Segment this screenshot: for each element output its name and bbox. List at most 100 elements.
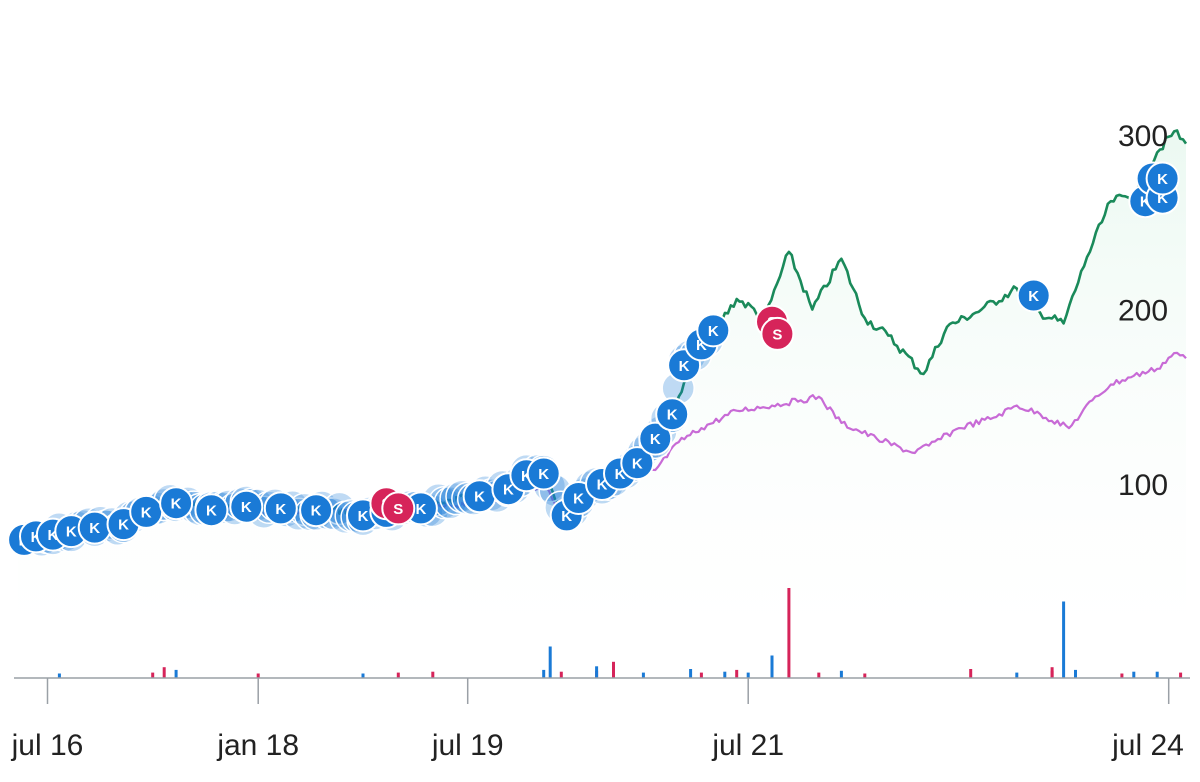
- y-tick-label: 300: [1118, 120, 1168, 153]
- buy-marker: K: [299, 493, 334, 528]
- y-axis: 100 200 300: [1118, 120, 1168, 502]
- volume-bar: [1074, 669, 1077, 678]
- marker-label: K: [615, 466, 626, 483]
- marker-circle: [1145, 161, 1180, 196]
- volume-bar: [595, 666, 599, 678]
- marker-label: K: [538, 466, 549, 483]
- marker-circle: [696, 313, 731, 348]
- marker-circle: [526, 456, 561, 491]
- volume-bar: [969, 669, 973, 678]
- marker-label: K: [561, 508, 572, 525]
- volume-bar: [396, 672, 400, 678]
- marker-label: K: [141, 504, 152, 521]
- volume-bar: [770, 655, 774, 678]
- marker-label: S: [393, 501, 403, 518]
- marker-label: K: [1157, 171, 1168, 188]
- marker-label: K: [118, 517, 129, 534]
- marker-label: K: [415, 501, 426, 518]
- buy-marker: K: [129, 494, 164, 529]
- volume-bar: [746, 672, 750, 678]
- buy-marker: K: [620, 446, 655, 481]
- marker-circle: [229, 489, 264, 524]
- buy-marker: K: [638, 421, 673, 456]
- buy-marker: K: [526, 456, 561, 491]
- buy-marker: K: [1145, 161, 1180, 196]
- buy-marker: K: [194, 493, 229, 528]
- marker-label: K: [311, 503, 322, 520]
- buy-marker: K: [77, 510, 112, 545]
- x-tick-label: jul 19: [431, 729, 504, 762]
- marker-circle: [638, 421, 673, 456]
- marker-circle: [159, 486, 194, 521]
- volume-bar: [689, 669, 693, 678]
- buy-marker: K: [696, 313, 731, 348]
- marker-circle: [299, 493, 334, 528]
- marker-label: K: [679, 358, 690, 375]
- marker-label: K: [1028, 288, 1039, 305]
- marker-label: K: [31, 529, 42, 546]
- volume-bar: [361, 673, 365, 678]
- marker-label: K: [632, 456, 643, 473]
- buy-marker: K: [462, 479, 497, 514]
- marker-label: K: [1140, 194, 1151, 211]
- buy-marker: K: [229, 489, 264, 524]
- marker-label: K: [597, 477, 608, 494]
- volume-bar: [723, 671, 727, 678]
- sell-marker: S: [760, 316, 795, 351]
- buy-marker: K: [263, 491, 298, 526]
- marker-label: K: [1157, 190, 1168, 207]
- volume-bar: [1155, 671, 1159, 678]
- volume-bar: [817, 672, 821, 678]
- marker-circle: [194, 493, 229, 528]
- price-area-fill: [18, 130, 1186, 678]
- marker-label: K: [503, 482, 514, 499]
- volume-bar: [174, 669, 178, 678]
- marker-circle: [760, 316, 795, 351]
- marker-label: K: [206, 503, 217, 520]
- volume-bar: [863, 673, 867, 678]
- volume-bar: [559, 671, 563, 678]
- marker-circle: [381, 491, 416, 526]
- volume-bar: [542, 669, 546, 678]
- marker-label: K: [241, 499, 252, 516]
- volume-bars: [57, 588, 1183, 678]
- marker-label: K: [667, 407, 678, 424]
- x-tick-label: jul 21: [711, 729, 784, 762]
- marker-circle: [620, 446, 655, 481]
- marker-label: K: [275, 501, 286, 518]
- volume-bar: [699, 672, 703, 678]
- marker-label: K: [47, 527, 58, 544]
- volume-bar: [1132, 671, 1136, 678]
- y-tick-label: 100: [1118, 469, 1168, 502]
- volume-bar: [256, 673, 260, 678]
- volume-bar: [162, 667, 166, 678]
- buy-marker: K: [159, 486, 194, 521]
- marker-label: K: [650, 431, 661, 448]
- marker-label: K: [358, 508, 369, 525]
- marker-label: K: [521, 468, 532, 485]
- volume-bar: [1015, 672, 1019, 678]
- y-tick-label: 200: [1118, 295, 1168, 328]
- marker-circle: [1016, 278, 1051, 313]
- marker-label: K: [171, 496, 182, 513]
- volume-bar: [431, 671, 435, 678]
- marker-label: S: [772, 326, 782, 343]
- volume-bar: [151, 672, 155, 678]
- marker-label: K: [66, 524, 77, 541]
- volume-bar: [612, 661, 615, 678]
- x-tick-label: jul 24: [1111, 729, 1184, 762]
- volume-bar: [839, 670, 843, 678]
- volume-bar: [1120, 673, 1124, 678]
- x-tick-label: jan 18: [216, 729, 299, 762]
- x-tick-label: jul 16: [11, 729, 84, 762]
- trade-markers: KKKKKKKKKKKKKKKKKKKKKKKKKKKKKKKKKKSSSS: [7, 161, 1180, 557]
- marker-circle: [655, 397, 690, 432]
- volume-bar: [641, 672, 645, 678]
- sell-marker: S: [381, 491, 416, 526]
- volume-bar: [548, 646, 552, 678]
- marker-label: K: [573, 491, 584, 508]
- buy-marker: K: [1016, 278, 1051, 313]
- buy-marker: K: [655, 397, 690, 432]
- price-area: [18, 130, 1186, 678]
